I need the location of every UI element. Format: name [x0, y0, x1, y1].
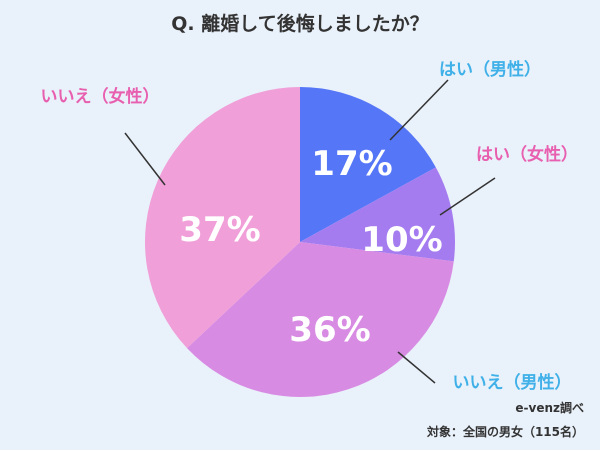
- slice-category-label: はい（男性）: [439, 59, 541, 80]
- leader-line: [389, 79, 449, 141]
- pie-slices: [145, 87, 456, 397]
- leader-line: [124, 132, 166, 186]
- pie-slice: [187, 242, 454, 397]
- slice-percent-label: 36%: [289, 310, 370, 350]
- category-labels: はい（男性） はい（女性） いいえ（男性） いいえ（女性）: [41, 59, 579, 393]
- pie-slice: [300, 87, 436, 242]
- chart-title: Q. 離婚して後悔しましたか？: [171, 12, 428, 35]
- subject-note: 対象：全国の男女（115名）: [426, 424, 584, 439]
- slice-category-label: いいえ（男性）: [453, 372, 572, 393]
- pie-slice: [300, 167, 456, 262]
- slice-category-label: はい（女性）: [476, 144, 578, 165]
- percent-labels: 17% 10% 36% 37%: [179, 144, 442, 350]
- leader-line: [439, 177, 496, 216]
- leader-line: [397, 351, 436, 384]
- source-note: e-venz調べ: [515, 400, 584, 415]
- leader-lines: [124, 79, 496, 384]
- pie-slice: [145, 87, 300, 349]
- slice-percent-label: 10%: [361, 220, 442, 260]
- slice-category-label: いいえ（女性）: [41, 86, 160, 107]
- slice-percent-label: 17%: [311, 144, 392, 184]
- slice-percent-label: 37%: [179, 210, 260, 250]
